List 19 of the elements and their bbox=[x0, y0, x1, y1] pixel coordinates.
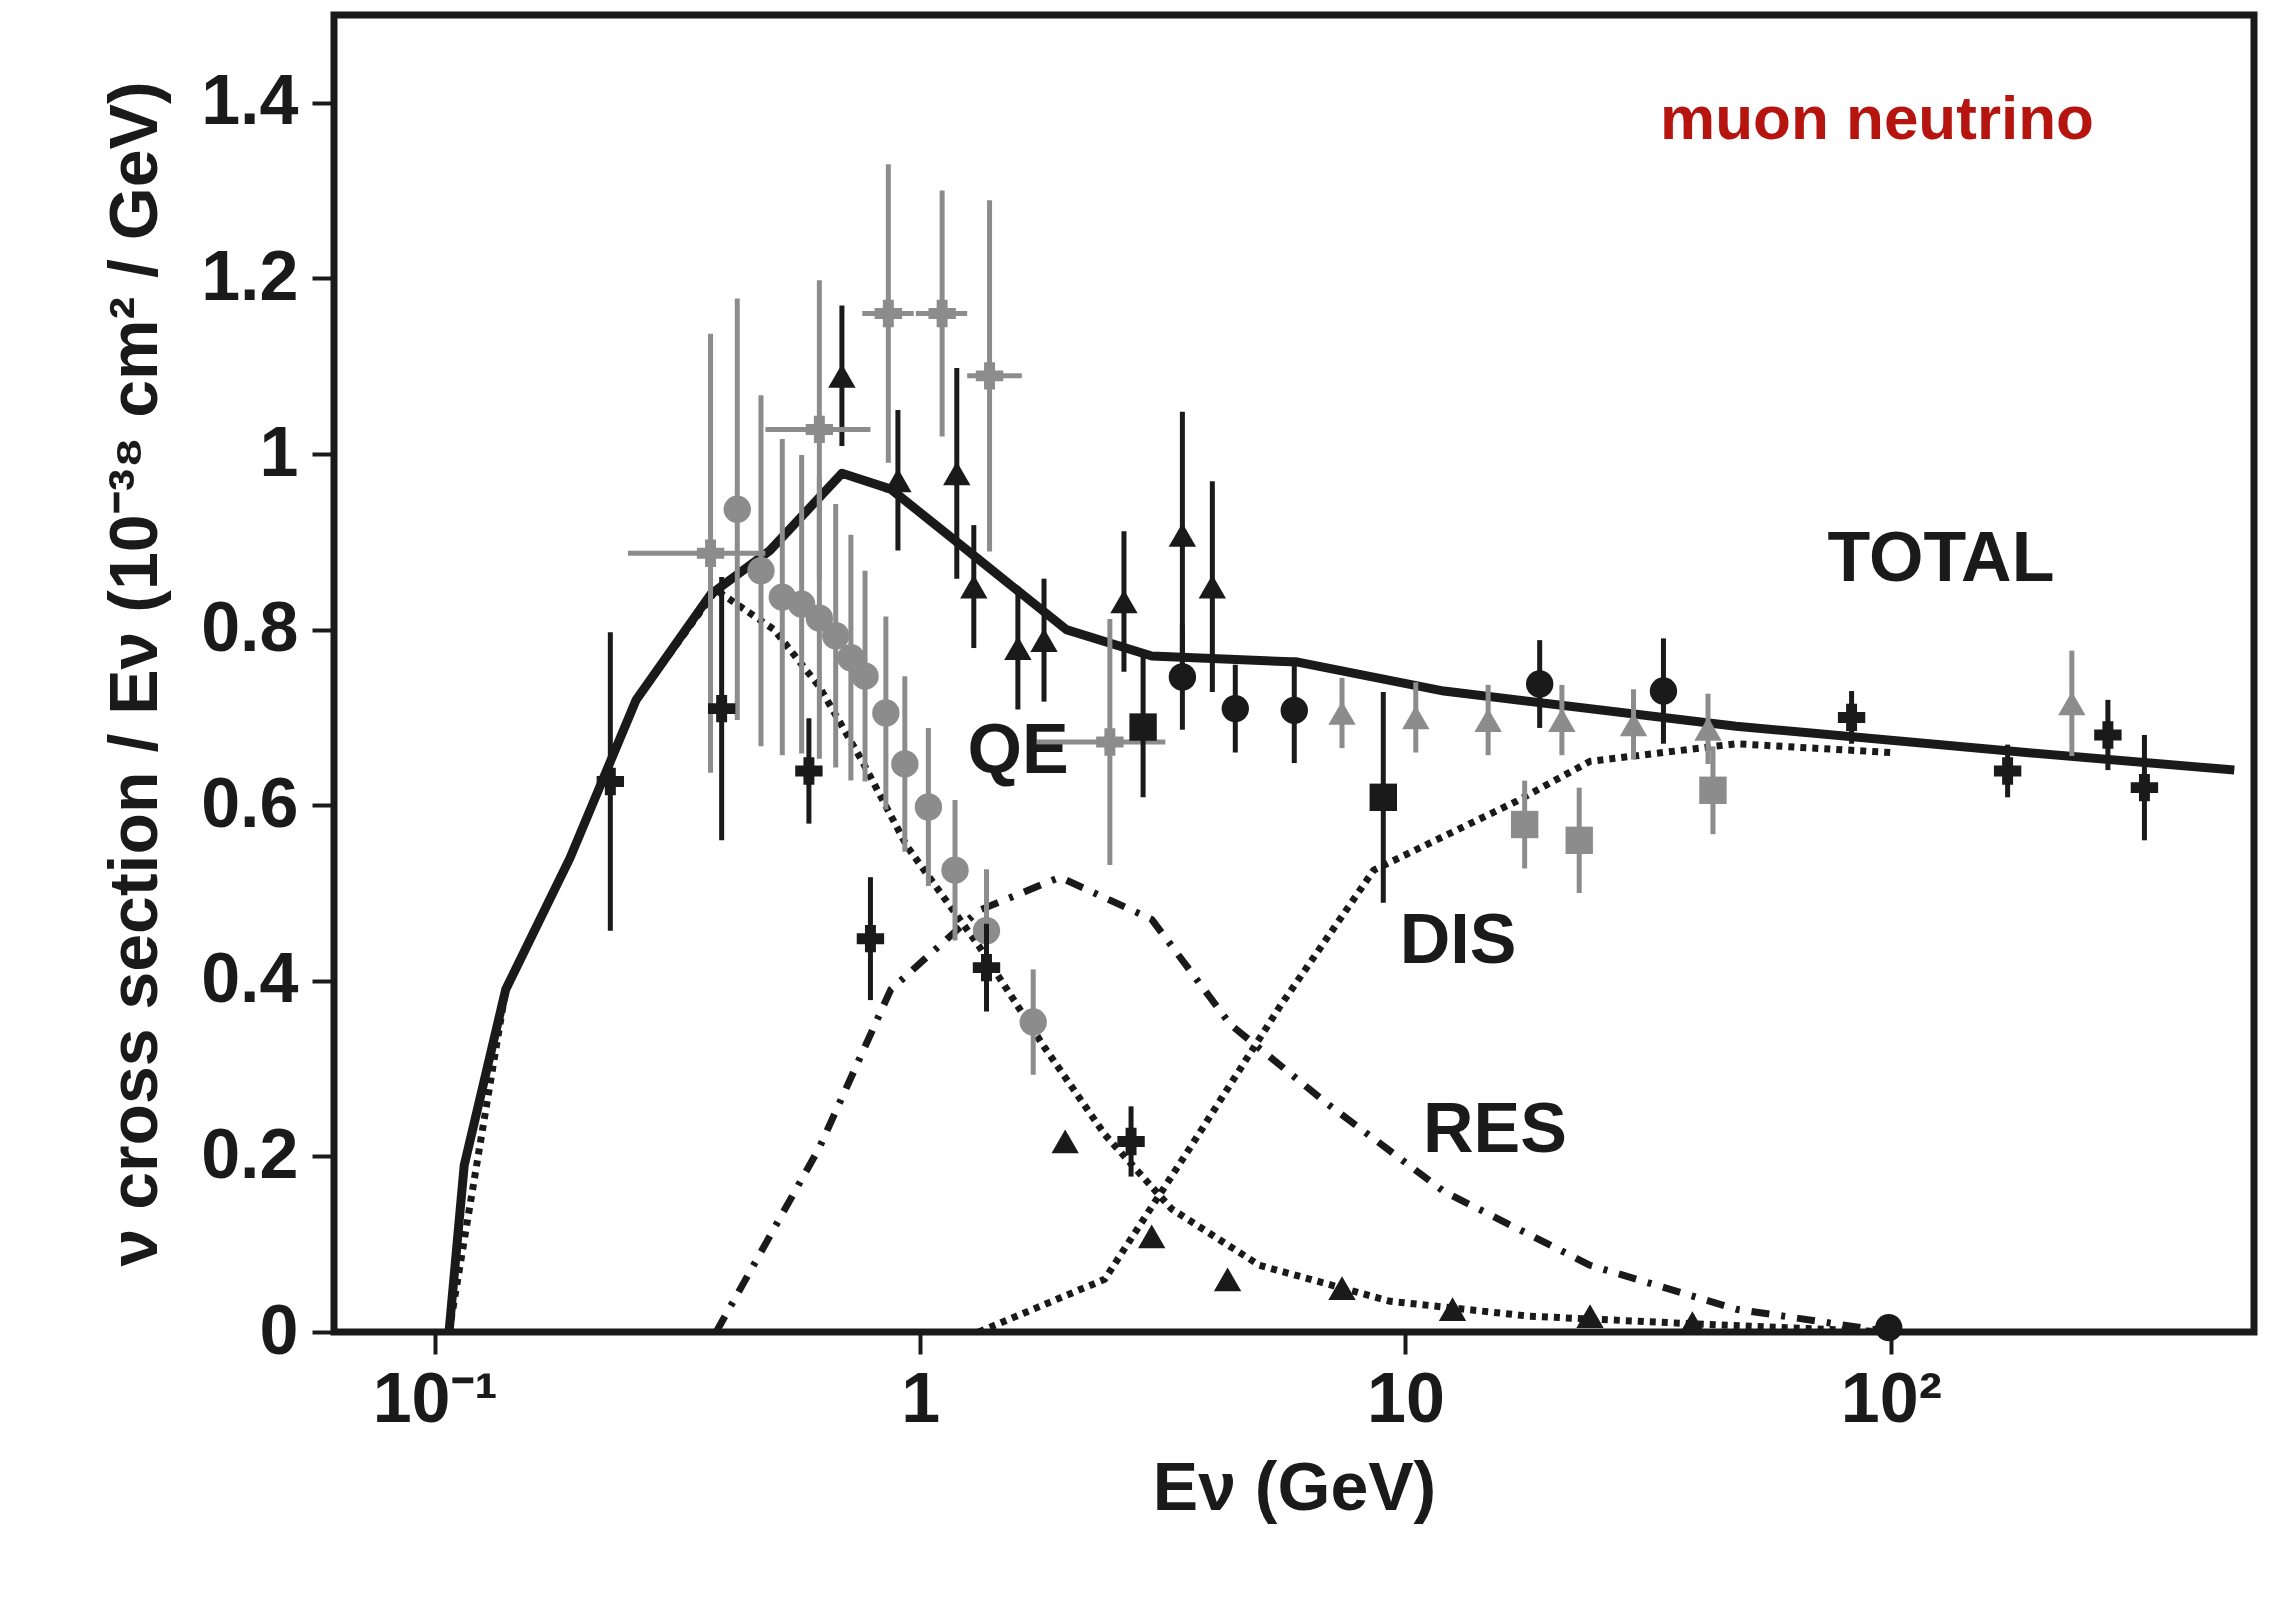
text: muon neutrino bbox=[1660, 83, 2094, 152]
annotation: TOTAL bbox=[1827, 518, 2055, 596]
y-tick-label: 1 bbox=[259, 412, 299, 491]
y-tick-label: 0.2 bbox=[201, 1114, 299, 1193]
y-tick-label: 1.4 bbox=[201, 61, 299, 140]
annotation: RES bbox=[1423, 1089, 1567, 1167]
x-tick-label: 1 bbox=[901, 1358, 941, 1437]
x-tick-label: 10 bbox=[1367, 1358, 1445, 1437]
y-tick-label: 0 bbox=[259, 1290, 299, 1369]
y-tick-label: 1.2 bbox=[201, 236, 299, 315]
x-tick-label: 10² bbox=[1840, 1358, 1942, 1437]
annotation: DIS bbox=[1399, 900, 1517, 978]
x-tick-label: 10⁻¹ bbox=[372, 1358, 498, 1437]
annotation: QE bbox=[967, 710, 1069, 788]
y-axis-title: ν cross section / Eν (10⁻³⁸ cm² / GeV) bbox=[95, 81, 172, 1267]
x-axis-title: Eν (GeV) bbox=[1152, 1447, 1437, 1524]
y-tick-label: 0.8 bbox=[201, 588, 299, 667]
y-tick-label: 0.6 bbox=[201, 763, 299, 842]
y-tick-label: 0.4 bbox=[201, 939, 299, 1018]
